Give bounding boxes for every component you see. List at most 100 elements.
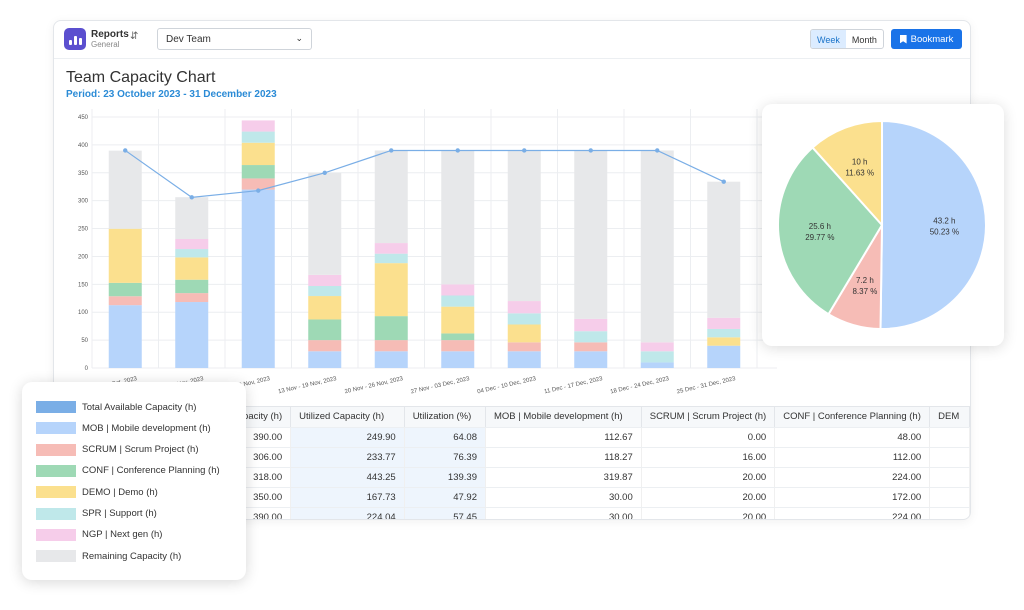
bar-segment[interactable] — [175, 279, 209, 294]
legend-item[interactable]: SPR | Support (h) — [36, 507, 157, 521]
column-header[interactable]: Utilized Capacity (h) — [290, 407, 405, 428]
bar-segment[interactable] — [707, 317, 741, 329]
bar-segment[interactable] — [707, 337, 741, 346]
bar-segment[interactable] — [507, 150, 541, 302]
legend-item[interactable]: Total Available Capacity (h) — [36, 400, 196, 414]
bar-segment[interactable] — [441, 340, 475, 352]
bar-segment[interactable] — [175, 249, 209, 258]
bar-segment[interactable] — [640, 362, 674, 368]
y-tick-label: 300 — [78, 199, 89, 205]
x-tick-label: 25 Dec - 31 Dec, 2023 — [676, 376, 736, 396]
bar-segment[interactable] — [441, 295, 475, 307]
reports-app-icon[interactable] — [64, 28, 86, 50]
bar-segment[interactable] — [574, 318, 608, 332]
bar-segment[interactable] — [374, 243, 408, 254]
bar-segment[interactable] — [574, 351, 608, 368]
bar-segment[interactable] — [108, 305, 142, 368]
tab-month[interactable]: Month — [851, 35, 877, 45]
bar-segment[interactable] — [707, 181, 741, 318]
team-select[interactable]: Dev Team ⌄ — [157, 28, 312, 50]
bar-segment[interactable] — [707, 345, 741, 368]
bar-segment[interactable] — [507, 351, 541, 368]
column-header[interactable]: Utilization (%) — [404, 407, 486, 428]
pie-slice[interactable] — [879, 119, 987, 330]
column-header[interactable]: MOB | Mobile development (h) — [485, 407, 642, 428]
legend-item[interactable]: MOB | Mobile development (h) — [36, 421, 211, 435]
bar-segment[interactable] — [175, 257, 209, 280]
line-point[interactable] — [189, 195, 194, 200]
bar-segment[interactable] — [175, 197, 209, 240]
bar-segment[interactable] — [175, 302, 209, 368]
legend-item[interactable]: SCRUM | Scrum Project (h) — [36, 443, 198, 457]
line-point[interactable] — [256, 188, 261, 193]
legend-item[interactable]: NGP | Next gen (h) — [36, 528, 162, 542]
table-cell: 76.39 — [404, 447, 486, 468]
bar-segment[interactable] — [108, 150, 142, 229]
line-point[interactable] — [455, 148, 460, 153]
app-switch-icon[interactable]: ⇵ — [130, 31, 139, 42]
bar-segment[interactable] — [507, 301, 541, 314]
bar-segment[interactable] — [108, 296, 142, 306]
bar-segment[interactable] — [441, 150, 475, 285]
line-point[interactable] — [389, 148, 394, 153]
bar-segment[interactable] — [574, 342, 608, 352]
bar-segment[interactable] — [241, 131, 275, 143]
legend-item[interactable]: DEMO | Demo (h) — [36, 485, 158, 499]
bar-segment[interactable] — [374, 253, 408, 264]
bar-segment[interactable] — [374, 150, 408, 244]
bar-segment[interactable] — [640, 150, 674, 343]
line-point[interactable] — [123, 148, 128, 153]
bar-segment[interactable] — [308, 172, 342, 275]
legend-item[interactable]: Remaining Capacity (h) — [36, 549, 181, 563]
column-header[interactable]: SCRUM | Scrum Project (h) — [641, 407, 776, 428]
column-header[interactable]: CONF | Conference Planning (h) — [774, 407, 931, 428]
line-point[interactable] — [522, 148, 527, 153]
bar-segment[interactable] — [308, 296, 342, 320]
bar-segment[interactable] — [241, 189, 275, 368]
bar-segment[interactable] — [507, 342, 541, 352]
line-point[interactable] — [721, 179, 726, 184]
bar-segment[interactable] — [640, 342, 674, 352]
table-cell — [929, 427, 970, 448]
bar-segment[interactable] — [374, 316, 408, 341]
bar-segment[interactable] — [374, 340, 408, 352]
bar-segment[interactable] — [374, 351, 408, 368]
table-cell: 139.39 — [404, 467, 486, 488]
bar-segment[interactable] — [308, 274, 342, 287]
bar-segment[interactable] — [175, 293, 209, 303]
bar-segment[interactable] — [308, 340, 342, 352]
bar-segment[interactable] — [108, 282, 142, 297]
bar-segment[interactable] — [175, 239, 209, 250]
bar-segment[interactable] — [574, 150, 608, 319]
bar-segment[interactable] — [441, 284, 475, 296]
bar-segment[interactable] — [441, 306, 475, 334]
pie-percent-label: 29.77 % — [805, 233, 834, 242]
table-cell: 172.00 — [774, 487, 931, 508]
bar-segment[interactable] — [108, 228, 142, 283]
pie-slice[interactable] — [811, 119, 883, 228]
bar-segment[interactable] — [241, 142, 275, 166]
bookmark-button[interactable]: Bookmark — [891, 29, 962, 49]
line-point[interactable] — [588, 148, 593, 153]
bar-segment[interactable] — [574, 331, 608, 343]
legend-item[interactable]: CONF | Conference Planning (h) — [36, 464, 220, 478]
bar-segment[interactable] — [308, 351, 342, 368]
team-select-value: Dev Team — [166, 34, 211, 45]
bar-segment[interactable] — [441, 351, 475, 368]
bar-segment[interactable] — [640, 351, 674, 363]
bar-segment[interactable] — [441, 333, 475, 341]
line-point[interactable] — [322, 170, 327, 175]
bar-segment[interactable] — [241, 120, 275, 132]
bar-segment[interactable] — [507, 313, 541, 325]
bar-segment[interactable] — [507, 324, 541, 343]
line-point[interactable] — [655, 148, 660, 153]
bar-segment[interactable] — [707, 328, 741, 338]
bar-segment[interactable] — [308, 319, 342, 341]
bar-segment[interactable] — [308, 286, 342, 297]
bar-segment[interactable] — [374, 263, 408, 317]
tab-week[interactable]: Week — [811, 30, 846, 48]
bar-segment[interactable] — [241, 178, 275, 190]
bar-segment[interactable] — [241, 165, 275, 179]
pie-slice[interactable] — [777, 146, 884, 316]
column-header[interactable]: DEM — [929, 407, 970, 428]
